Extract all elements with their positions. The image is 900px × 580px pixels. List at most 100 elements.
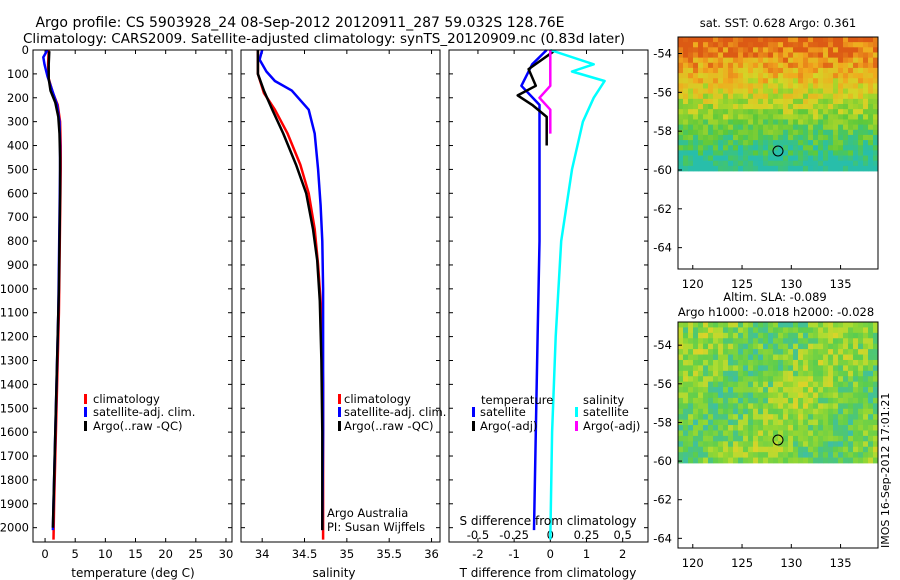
map-cell xyxy=(858,430,864,437)
map-cell xyxy=(818,387,824,393)
depth-tick-label: 1200 xyxy=(0,330,29,344)
map-cell xyxy=(763,446,769,453)
map-cell xyxy=(693,160,699,167)
map-cell xyxy=(838,62,844,69)
map-cell xyxy=(788,37,794,43)
map-cell xyxy=(838,155,844,162)
map-cell xyxy=(873,338,879,345)
map-lon-tick-label: 135 xyxy=(830,556,852,570)
map-cell xyxy=(788,354,794,361)
map-cell xyxy=(738,119,744,126)
map-cell xyxy=(848,322,854,328)
map-cell xyxy=(838,114,844,120)
map-cell xyxy=(758,42,764,48)
map-cell xyxy=(778,322,784,328)
map-cell xyxy=(843,381,849,388)
map-cell xyxy=(833,119,839,126)
map-cell xyxy=(768,57,774,64)
map-cell xyxy=(833,387,839,393)
map-cell xyxy=(698,349,704,355)
map-cell xyxy=(698,387,704,393)
map-cell xyxy=(738,408,744,415)
map-cell xyxy=(788,338,794,345)
salinity-plot-frame xyxy=(240,49,441,543)
sla-map-title-line-2: Argo h1000: -0.018 h2000: -0.028 xyxy=(678,305,874,319)
map-cell xyxy=(738,165,744,172)
legend-label-climatology: climatology xyxy=(344,392,411,406)
map-cell xyxy=(858,62,864,69)
depth-axis-ticks: 0100200300400500600700800900100011001200… xyxy=(0,43,232,535)
map-cell xyxy=(798,327,804,334)
map-cell xyxy=(708,42,714,48)
x-tick-label: 20 xyxy=(158,547,173,561)
map-cell xyxy=(773,425,779,431)
map-cell xyxy=(678,332,684,339)
map-cell xyxy=(853,397,859,404)
map-cell xyxy=(833,370,839,377)
map-cell xyxy=(743,124,749,131)
map-cell xyxy=(813,446,819,453)
map-cell xyxy=(708,338,714,345)
legend-swatch-argo xyxy=(84,421,87,431)
map-cell xyxy=(768,354,774,361)
map-cell xyxy=(748,446,754,453)
map-cell xyxy=(853,430,859,437)
legend-label-temperature-satellite: satellite xyxy=(480,405,526,419)
map-cell xyxy=(703,425,709,431)
map-cell xyxy=(748,129,754,136)
map-cell xyxy=(803,37,809,43)
map-cell xyxy=(833,160,839,167)
map-cell xyxy=(778,140,784,146)
map-cell xyxy=(783,435,789,442)
map-cell xyxy=(863,332,869,339)
map-cell xyxy=(743,134,749,141)
map-cell xyxy=(833,37,839,43)
map-cell xyxy=(738,47,744,53)
map-cell xyxy=(713,114,719,120)
map-cell xyxy=(873,104,879,110)
map-cell xyxy=(748,403,754,410)
map-cell xyxy=(843,37,849,43)
map-cell xyxy=(828,155,834,162)
map-cell xyxy=(838,338,844,345)
map-cell xyxy=(723,165,729,172)
map-cell xyxy=(738,140,744,146)
map-cell xyxy=(703,145,709,151)
salinity-axis-ticks: 34 34.5 35 35.5 36 xyxy=(255,50,439,561)
map-cell xyxy=(723,408,729,415)
map-cell xyxy=(733,57,739,64)
map-cell xyxy=(858,88,864,95)
map-cell xyxy=(778,425,784,431)
map-cell xyxy=(853,332,859,339)
map-cell xyxy=(843,452,849,458)
map-cell xyxy=(688,354,694,361)
map-cell xyxy=(713,160,719,167)
map-cell xyxy=(678,160,684,167)
map-cell xyxy=(813,430,819,437)
map-cell xyxy=(688,397,694,404)
map-cell xyxy=(683,150,689,156)
map-lat-tick-label: -62 xyxy=(653,202,672,216)
map-cell xyxy=(858,425,864,431)
map-cell xyxy=(723,425,729,431)
map-cell xyxy=(693,349,699,355)
map-cell xyxy=(768,441,774,448)
map-cell xyxy=(808,155,814,162)
map-cell xyxy=(698,452,704,458)
map-cell xyxy=(848,397,854,404)
map-cell xyxy=(818,109,824,115)
map-cell xyxy=(838,124,844,131)
map-cell xyxy=(798,57,804,64)
map-cell xyxy=(768,327,774,334)
legend-title-salinity: salinity xyxy=(583,393,624,407)
map-cell xyxy=(698,129,704,136)
map-cell xyxy=(798,47,804,53)
map-cell xyxy=(793,73,799,79)
map-cell xyxy=(783,67,789,74)
map-cell xyxy=(863,165,869,172)
map-cell xyxy=(688,134,694,141)
map-cell xyxy=(718,62,724,69)
map-cell xyxy=(693,365,699,372)
map-cell xyxy=(808,338,814,345)
map-cell xyxy=(783,140,789,146)
